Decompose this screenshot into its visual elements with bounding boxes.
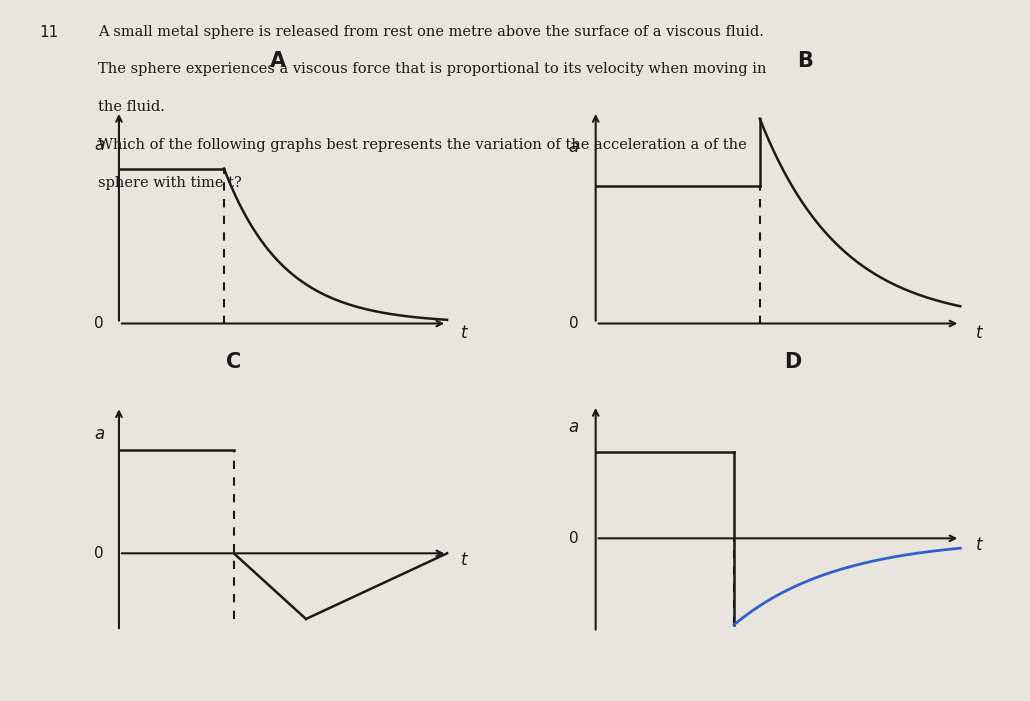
Text: A: A <box>270 51 286 71</box>
Text: 0: 0 <box>95 316 104 331</box>
Text: $t$: $t$ <box>460 551 470 569</box>
Text: The sphere experiences a viscous force that is proportional to its velocity when: The sphere experiences a viscous force t… <box>98 62 766 76</box>
Text: $a$: $a$ <box>94 135 105 154</box>
Text: $t$: $t$ <box>974 536 984 554</box>
Text: 11: 11 <box>39 25 59 39</box>
Text: Which of the following graphs best represents the variation of the acceleration : Which of the following graphs best repre… <box>98 138 747 152</box>
Text: $t$: $t$ <box>974 325 984 343</box>
Text: $t$: $t$ <box>460 325 470 343</box>
Text: 0: 0 <box>569 316 579 331</box>
Text: C: C <box>226 353 241 372</box>
Text: D: D <box>785 353 801 372</box>
Text: A small metal sphere is released from rest one metre above the surface of a visc: A small metal sphere is released from re… <box>98 25 763 39</box>
Text: 0: 0 <box>569 531 579 546</box>
Text: $a$: $a$ <box>569 138 579 156</box>
Text: $a$: $a$ <box>94 425 105 443</box>
Text: $a$: $a$ <box>569 418 579 437</box>
Text: sphere with time t?: sphere with time t? <box>98 176 242 190</box>
Text: 0: 0 <box>95 546 104 561</box>
Text: B: B <box>797 51 814 71</box>
Text: the fluid.: the fluid. <box>98 100 165 114</box>
